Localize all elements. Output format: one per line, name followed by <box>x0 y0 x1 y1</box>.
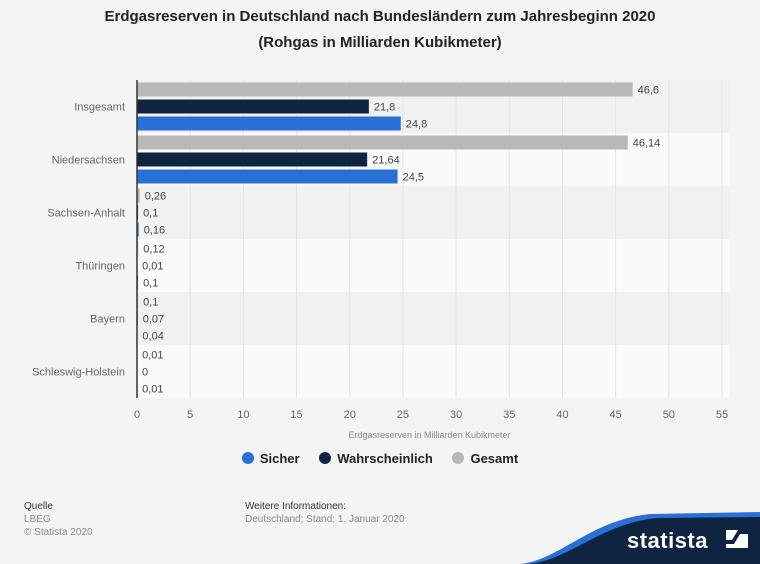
category-label: Thüringen <box>75 261 125 273</box>
data-label: 24,8 <box>406 119 427 131</box>
x-tick-label: 0 <box>134 409 140 421</box>
brand-name: statista <box>626 528 708 553</box>
x-tick-label: 15 <box>290 409 302 421</box>
x-tick-label: 5 <box>187 409 193 421</box>
data-label: 46,6 <box>638 85 659 97</box>
row-band <box>137 239 730 292</box>
data-label: 24,5 <box>403 172 424 184</box>
x-tick-label: 55 <box>716 409 728 421</box>
data-label: 0,01 <box>142 350 163 362</box>
source-link[interactable]: LBEG <box>24 514 51 525</box>
row-band <box>137 186 730 239</box>
x-tick-label: 40 <box>556 409 568 421</box>
data-label: 0,01 <box>142 261 163 273</box>
legend-dot-icon <box>452 452 465 464</box>
legend-item-gesamt[interactable]: Gesamt <box>452 451 518 466</box>
category-label: Bayern <box>90 314 125 326</box>
bar-gesamt <box>137 188 140 203</box>
data-label: 0,26 <box>145 191 166 203</box>
data-label: 0 <box>142 367 148 379</box>
x-axis-label: Erdgasreserven in Milliarden Kubikmeter <box>348 430 510 440</box>
data-label: 0,1 <box>143 297 158 309</box>
data-label: 46,14 <box>633 138 661 150</box>
logo-wave-icon <box>520 512 760 564</box>
data-label: 0,16 <box>144 225 165 237</box>
category-label: Sachsen-Anhalt <box>47 208 125 220</box>
legend-item-wahrscheinlich[interactable]: Wahrscheinlich <box>319 451 433 466</box>
x-tick-label: 25 <box>397 409 409 421</box>
data-label: 21,8 <box>374 102 395 114</box>
x-tick-label: 30 <box>450 409 462 421</box>
data-label: 0,1 <box>143 278 158 290</box>
bar-gesamt <box>137 82 633 97</box>
x-tick-label: 50 <box>663 409 675 421</box>
bar-chart: 0 5 10 15 20 25 30 35 40 45 50 55 Erdgasreserven in … <box>32 80 730 440</box>
data-label: 0,12 <box>143 244 164 256</box>
copyright: © Statista 2020 <box>24 527 93 538</box>
statista-logo[interactable]: statista <box>520 500 760 564</box>
bar-wahrscheinlich <box>137 99 369 114</box>
data-label: 21,64 <box>372 155 400 167</box>
source-heading: Quelle <box>24 501 53 512</box>
info-heading[interactable]: Weitere Informationen: <box>245 501 346 512</box>
data-label: 0,07 <box>143 314 164 326</box>
data-label: 0,1 <box>143 208 158 220</box>
bar-gesamt <box>137 135 628 150</box>
bar-sicher <box>137 116 401 131</box>
x-tick-label: 10 <box>237 409 249 421</box>
legend-item-sicher[interactable]: Sicher <box>241 451 300 466</box>
chart-subtitle: (Rohgas in Milliarden Kubikmeter) <box>258 34 502 51</box>
info-block: Weitere Informationen: Deutschland; Stan… <box>245 500 405 526</box>
logo-mark-icon <box>726 530 748 548</box>
chart-title: Erdgasreserven in Deutschland nach Bunde… <box>104 8 656 25</box>
category-label: Niedersachsen <box>52 155 125 167</box>
x-tick-label: 20 <box>344 409 356 421</box>
legend-dot-icon <box>319 452 332 464</box>
x-tick-label: 45 <box>610 409 622 421</box>
source-block: Quelle LBEG © Statista 2020 <box>24 500 93 539</box>
row-band <box>137 345 730 398</box>
category-label: Insgesamt <box>74 102 125 114</box>
category-label: Schleswig-Holstein <box>32 367 125 379</box>
bar-sicher <box>137 222 139 237</box>
data-label: 0,04 <box>142 331 163 343</box>
info-text: Deutschland; Stand: 1. Januar 2020 <box>245 514 405 525</box>
row-band <box>137 292 730 345</box>
x-tick-label: 35 <box>503 409 515 421</box>
legend-dot-icon <box>241 452 254 464</box>
legend: Sicher Wahrscheinlich Gesamt <box>0 451 760 466</box>
bar-sicher <box>137 169 398 184</box>
bar-wahrscheinlich <box>137 152 368 167</box>
data-label: 0,01 <box>142 384 163 396</box>
